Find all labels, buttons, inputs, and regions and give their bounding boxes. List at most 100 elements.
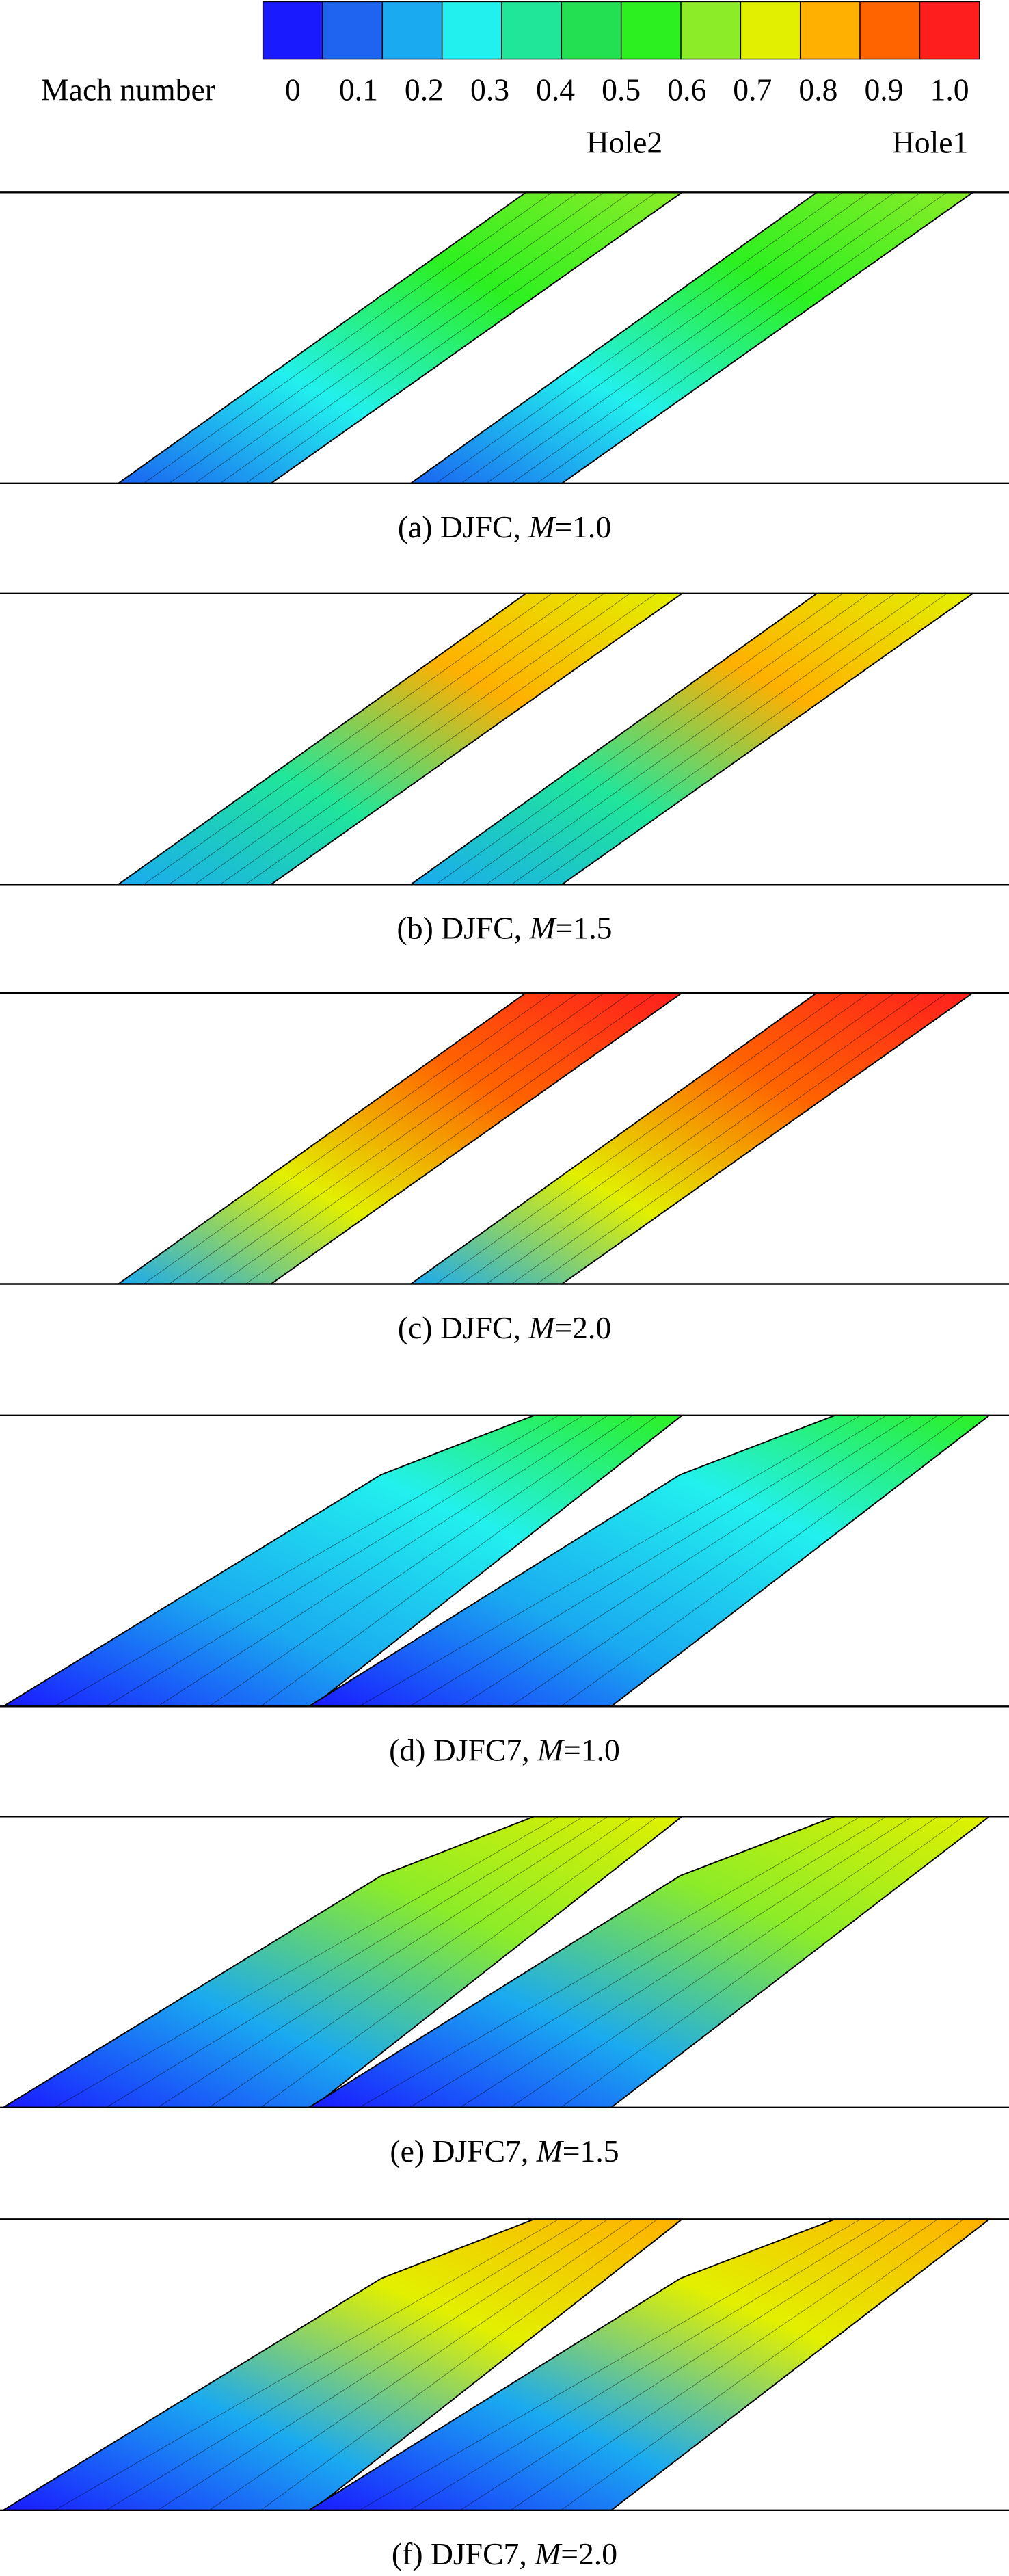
- contour-line: [461, 992, 870, 1284]
- contour-line: [144, 992, 552, 1284]
- contour-line: [359, 1415, 861, 1707]
- contour-line: [260, 1415, 658, 1707]
- caption-variable: M: [534, 2536, 563, 2571]
- contour-line: [459, 2218, 913, 2511]
- contour-line: [537, 191, 947, 484]
- colorbar-cell: [799, 1, 861, 60]
- caption-text: (b) DJFC,: [397, 911, 530, 946]
- colorbar-cell: [680, 1, 742, 60]
- hole-label: Hole2: [587, 125, 663, 160]
- panel: (e) DJFC7, M=1.5: [0, 1816, 1009, 2168]
- colorbar-tick-label: 0.6: [667, 72, 706, 107]
- contour-line: [510, 1816, 939, 2108]
- contour-line: [219, 191, 630, 484]
- contour-line: [194, 992, 604, 1284]
- contour-line: [511, 992, 921, 1284]
- panel-caption: (f) DJFC7, M=2.0: [392, 2536, 617, 2571]
- panel: (b) DJFC, M=1.5: [0, 592, 1009, 946]
- contour-line: [245, 593, 656, 885]
- contour-line: [486, 593, 896, 885]
- panel: (f) DJFC7, M=2.0: [0, 2218, 1009, 2571]
- contour-line: [409, 1415, 887, 1707]
- contour-line: [54, 1816, 559, 2108]
- colorbar-tick-label: 0.3: [470, 72, 509, 107]
- caption-text: (d) DJFC7,: [389, 1733, 537, 1768]
- caption-variable: M: [536, 2134, 565, 2168]
- colorbar-tick-label: 1.0: [930, 72, 969, 107]
- contour-line: [245, 992, 656, 1284]
- panel-caption: (e) DJFC7, M=1.5: [390, 2134, 619, 2168]
- contour-line: [219, 992, 630, 1284]
- colorbar-cell: [620, 1, 682, 60]
- contour-line: [194, 191, 604, 484]
- contour-line: [208, 2218, 633, 2511]
- colorbar-cell: [501, 1, 563, 60]
- colorbar-cell: [441, 1, 502, 60]
- contour-line: [169, 992, 578, 1284]
- caption-variable: M: [528, 509, 556, 544]
- caption-value: =1.5: [563, 2134, 619, 2168]
- caption-text: (e) DJFC7,: [390, 2134, 536, 2168]
- caption-value: =2.0: [554, 1310, 611, 1345]
- panel-caption: (b) DJFC, M=1.5: [397, 911, 613, 946]
- contour-line: [54, 1415, 559, 1707]
- caption-text: (c) DJFC,: [398, 1310, 529, 1345]
- contour-line: [106, 1415, 584, 1707]
- colorbar-cell: [381, 1, 443, 60]
- contour-line: [359, 1816, 861, 2108]
- contour-line: [219, 593, 630, 885]
- panel: (a) DJFC, M=1.0: [0, 191, 1009, 544]
- contour-line: [435, 992, 844, 1284]
- panel-caption: (a) DJFC, M=1.0: [398, 509, 611, 544]
- contour-line: [510, 2218, 939, 2511]
- contour-line: [409, 2218, 887, 2511]
- contour-line: [510, 1415, 939, 1707]
- contour-line: [106, 2218, 584, 2511]
- panel-caption: (d) DJFC7, M=1.0: [389, 1733, 620, 1768]
- panel-caption: (c) DJFC, M=2.0: [398, 1310, 611, 1345]
- contour-line: [106, 1816, 584, 2108]
- contour-line: [260, 1816, 658, 2108]
- contour-line: [435, 191, 844, 484]
- contour-line: [537, 992, 947, 1284]
- colorbar-cell: [740, 1, 801, 60]
- contour-line: [461, 593, 870, 885]
- contour-line: [459, 1415, 913, 1707]
- colorbar-title: Mach number: [41, 72, 215, 107]
- colorbar-tick-label: 0.1: [339, 72, 378, 107]
- colorbar-cell: [561, 1, 622, 60]
- contour-line: [459, 1816, 913, 2108]
- caption-value: =2.0: [561, 2536, 617, 2571]
- contour-line: [157, 1816, 608, 2108]
- contour-line: [54, 2218, 559, 2511]
- contour-line: [561, 2218, 964, 2511]
- contour-line: [144, 191, 552, 484]
- caption-value: =1.0: [563, 1733, 620, 1768]
- colorbar-tick-label: 0.9: [864, 72, 903, 107]
- contour-line: [208, 1415, 633, 1707]
- caption-text: (a) DJFC,: [398, 509, 529, 544]
- caption-text: (f) DJFC7,: [392, 2536, 535, 2571]
- contour-line: [157, 2218, 608, 2511]
- contour-line: [245, 191, 656, 484]
- colorbar-tick-label: 0.5: [602, 72, 641, 107]
- panel: (d) DJFC7, M=1.0: [0, 1414, 1009, 1768]
- contour-line: [409, 1816, 887, 2108]
- contour-line: [561, 1816, 964, 2108]
- contour-line: [194, 593, 604, 885]
- contour-line: [486, 191, 896, 484]
- contour-line: [359, 2218, 861, 2511]
- contour-line: [537, 593, 947, 885]
- caption-variable: M: [528, 1310, 556, 1345]
- contour-line: [511, 593, 921, 885]
- contour-line: [511, 191, 921, 484]
- panel: (c) DJFC, M=2.0: [0, 992, 1009, 1345]
- colorbar-tick-label: 0.4: [536, 72, 575, 107]
- contour-line: [435, 593, 844, 885]
- contour-line: [144, 593, 552, 885]
- contour-line: [486, 992, 896, 1284]
- contour-line: [461, 191, 870, 484]
- colorbar-tick-label: 0: [285, 72, 301, 107]
